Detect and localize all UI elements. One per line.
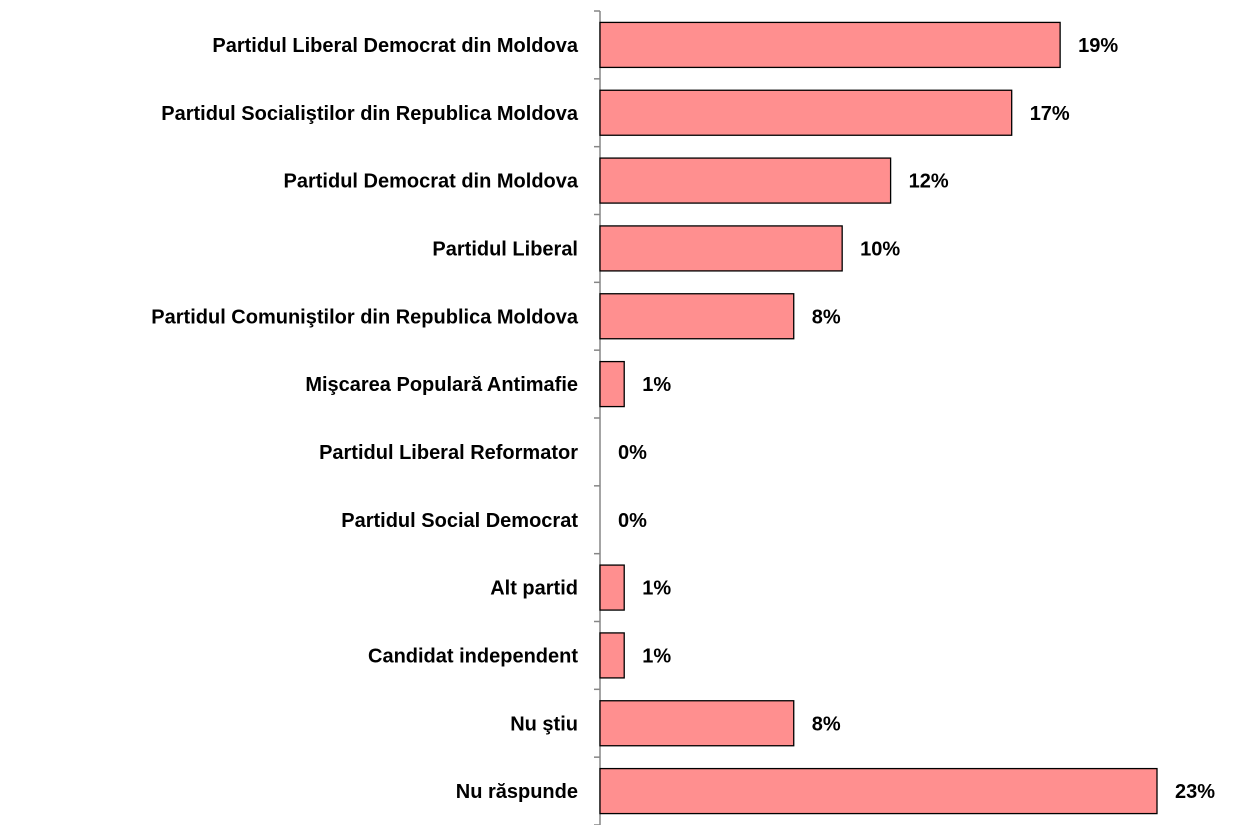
value-label: 12% (909, 171, 949, 193)
value-label: 1% (642, 578, 671, 600)
category-label: Partidul Liberal Democrat din Moldova (212, 35, 578, 57)
value-label: 17% (1030, 103, 1070, 125)
bar (599, 767, 1158, 815)
value-label: 1% (642, 645, 671, 667)
bar (599, 293, 795, 340)
category-label: Partidul Social Democrat (341, 510, 578, 532)
category-label: Candidat independent (368, 645, 578, 667)
bar (599, 700, 795, 747)
category-label: Partidul Democrat din Moldova (284, 171, 579, 193)
bar (599, 564, 625, 611)
bar (599, 225, 843, 272)
category-label: Mişcarea Populară Antimafie (305, 374, 578, 396)
value-label: 23% (1175, 781, 1215, 803)
category-label: Partidul Socialiştilor din Republica Mol… (161, 103, 579, 125)
category-label: Alt partid (490, 578, 578, 600)
category-label: Partidul Comuniştilor din Republica Mold… (151, 306, 579, 328)
category-label: Nu răspunde (456, 781, 578, 803)
value-label: 0% (618, 442, 647, 464)
bar (599, 360, 625, 408)
value-label: 8% (812, 306, 841, 328)
category-label: Partidul Liberal Reformator (319, 442, 578, 464)
value-label: 19% (1078, 35, 1118, 57)
bar (599, 157, 892, 204)
value-label: 1% (642, 374, 671, 396)
bar (599, 89, 1013, 136)
bar (599, 632, 625, 679)
category-label: Nu ştiu (510, 713, 578, 735)
category-label: Partidul Liberal (432, 238, 578, 260)
value-label: 0% (618, 510, 647, 532)
value-label: 10% (860, 238, 900, 260)
bar (599, 21, 1061, 69)
value-label: 8% (812, 713, 841, 735)
